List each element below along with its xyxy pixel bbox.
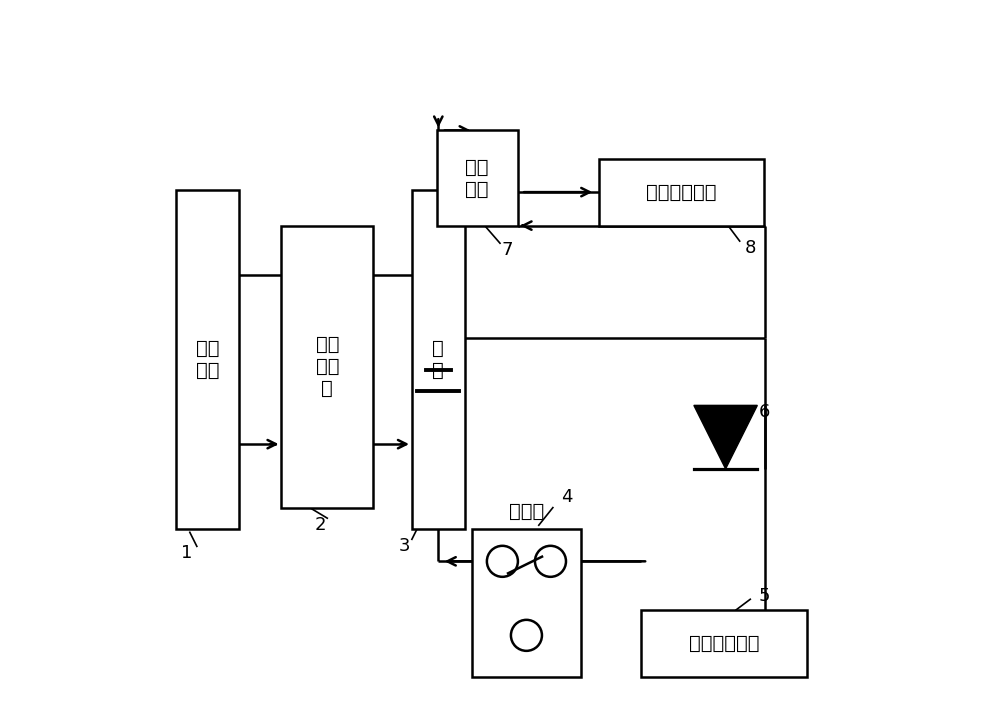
Bar: [472, 529, 581, 677]
Bar: [437, 130, 518, 226]
Text: 4: 4: [561, 488, 573, 506]
Text: 8: 8: [745, 239, 756, 257]
Bar: [412, 190, 465, 529]
Text: 5: 5: [759, 587, 770, 605]
Bar: [641, 610, 807, 677]
Text: 2: 2: [314, 516, 326, 534]
Circle shape: [487, 546, 518, 577]
Text: 光伏组件正极: 光伏组件正极: [689, 634, 759, 653]
Polygon shape: [694, 405, 757, 469]
Text: 电
容: 电 容: [432, 339, 444, 380]
Text: 3: 3: [399, 537, 411, 556]
Text: 隔离
变压
器: 隔离 变压 器: [316, 335, 339, 398]
Text: 光伏组件负极: 光伏组件负极: [646, 183, 717, 202]
Text: 6: 6: [759, 403, 770, 422]
Bar: [176, 190, 239, 529]
Text: 充电
电源: 充电 电源: [196, 339, 219, 380]
Text: 继电器: 继电器: [509, 502, 544, 520]
Text: 测试
负载: 测试 负载: [465, 157, 489, 199]
Bar: [281, 226, 373, 508]
Text: 1: 1: [181, 544, 192, 563]
Text: 7: 7: [501, 241, 513, 259]
Circle shape: [535, 546, 566, 577]
Bar: [599, 159, 764, 226]
Circle shape: [511, 620, 542, 651]
